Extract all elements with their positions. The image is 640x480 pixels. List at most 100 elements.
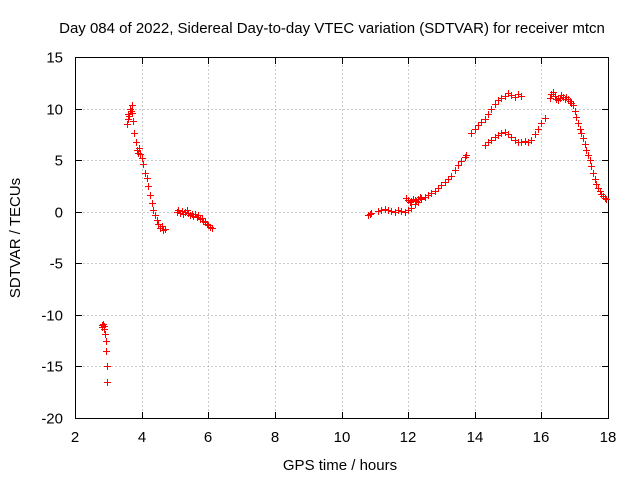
data-point xyxy=(151,211,160,220)
data-point xyxy=(198,214,207,223)
x-tick-label: 14 xyxy=(467,429,484,446)
data-point xyxy=(457,157,466,166)
data-point xyxy=(546,94,555,103)
y-tick-label: 0 xyxy=(55,205,63,222)
data-point xyxy=(101,330,110,339)
data-point xyxy=(504,130,513,139)
data-point xyxy=(441,178,450,187)
data-point xyxy=(521,137,530,146)
data-point xyxy=(208,224,217,233)
data-point xyxy=(103,378,112,387)
data-point xyxy=(511,93,520,102)
data-point xyxy=(143,174,152,183)
data-point xyxy=(467,129,476,138)
data-point xyxy=(487,105,496,114)
data-point xyxy=(484,110,493,119)
data-point xyxy=(161,225,170,234)
data-point xyxy=(387,207,396,216)
data-point xyxy=(178,207,187,216)
data-point xyxy=(153,216,162,225)
data-point xyxy=(183,206,192,215)
data-point xyxy=(551,92,560,101)
data-point xyxy=(138,154,147,163)
data-point xyxy=(100,325,109,334)
data-point xyxy=(437,181,446,190)
x-axis-ticks xyxy=(75,57,609,419)
data-points xyxy=(98,88,611,387)
data-point xyxy=(384,206,393,215)
data-point xyxy=(139,160,148,169)
data-point xyxy=(149,206,158,215)
data-point xyxy=(474,121,483,130)
data-point xyxy=(454,161,463,170)
data-point xyxy=(381,205,390,214)
y-tick-label: -10 xyxy=(41,308,63,325)
data-point xyxy=(582,146,591,155)
data-point xyxy=(586,156,595,165)
data-point xyxy=(158,222,167,231)
data-point xyxy=(497,94,506,103)
data-point xyxy=(587,162,596,171)
data-point xyxy=(462,151,471,160)
data-point xyxy=(129,117,138,126)
x-tick-label: 2 xyxy=(71,429,79,446)
data-point xyxy=(394,206,403,215)
data-point xyxy=(574,119,583,128)
data-point xyxy=(577,129,586,138)
data-point xyxy=(592,180,601,189)
data-point xyxy=(517,92,526,101)
data-point xyxy=(601,194,610,203)
data-point xyxy=(154,220,163,229)
data-point xyxy=(431,187,440,196)
data-point xyxy=(194,211,203,220)
data-point xyxy=(481,115,490,124)
data-point xyxy=(517,138,526,147)
y-tick-label: -20 xyxy=(41,411,63,428)
data-point xyxy=(146,191,155,200)
x-tick-label: 18 xyxy=(600,429,617,446)
data-point xyxy=(537,119,546,128)
data-point xyxy=(130,129,139,138)
data-point xyxy=(123,120,132,129)
x-tick-label: 12 xyxy=(400,429,417,446)
data-point xyxy=(531,130,540,139)
data-point xyxy=(534,125,543,134)
data-point xyxy=(377,206,386,215)
data-point xyxy=(411,196,420,205)
data-point xyxy=(128,101,137,110)
data-point xyxy=(487,136,496,145)
y-axis-ticks xyxy=(75,57,609,419)
data-point xyxy=(102,337,111,346)
data-point xyxy=(434,184,443,193)
data-point xyxy=(416,193,425,202)
y-axis-label: SDTVAR / TECUs xyxy=(7,178,24,298)
data-point xyxy=(374,207,383,216)
data-point xyxy=(571,107,580,116)
data-point xyxy=(602,195,611,204)
data-point xyxy=(497,129,506,138)
data-point xyxy=(569,101,578,110)
data-point xyxy=(132,138,141,147)
y-tick-label: -15 xyxy=(41,359,63,376)
data-point xyxy=(447,172,456,181)
data-point xyxy=(576,125,585,134)
data-point xyxy=(477,118,486,127)
x-axis-label: GPS time / hours xyxy=(283,457,397,474)
data-point xyxy=(527,136,536,145)
data-point xyxy=(125,112,134,121)
y-grid-lines xyxy=(75,109,609,367)
data-point xyxy=(579,134,588,143)
y-tick-label: -5 xyxy=(50,256,63,273)
chart-title: Day 084 of 2022, Sidereal Day-to-day VTE… xyxy=(59,20,605,37)
data-point xyxy=(148,199,157,208)
x-tick-label: 16 xyxy=(533,429,550,446)
data-point xyxy=(366,210,375,219)
x-tick-labels: 2 4 6 8 10 12 14 16 18 xyxy=(71,429,617,446)
x-tick-label: 10 xyxy=(334,429,351,446)
data-point xyxy=(491,100,500,109)
data-point xyxy=(367,209,376,218)
data-point xyxy=(444,175,453,184)
data-point xyxy=(451,166,460,175)
x-grid-lines xyxy=(142,57,542,419)
